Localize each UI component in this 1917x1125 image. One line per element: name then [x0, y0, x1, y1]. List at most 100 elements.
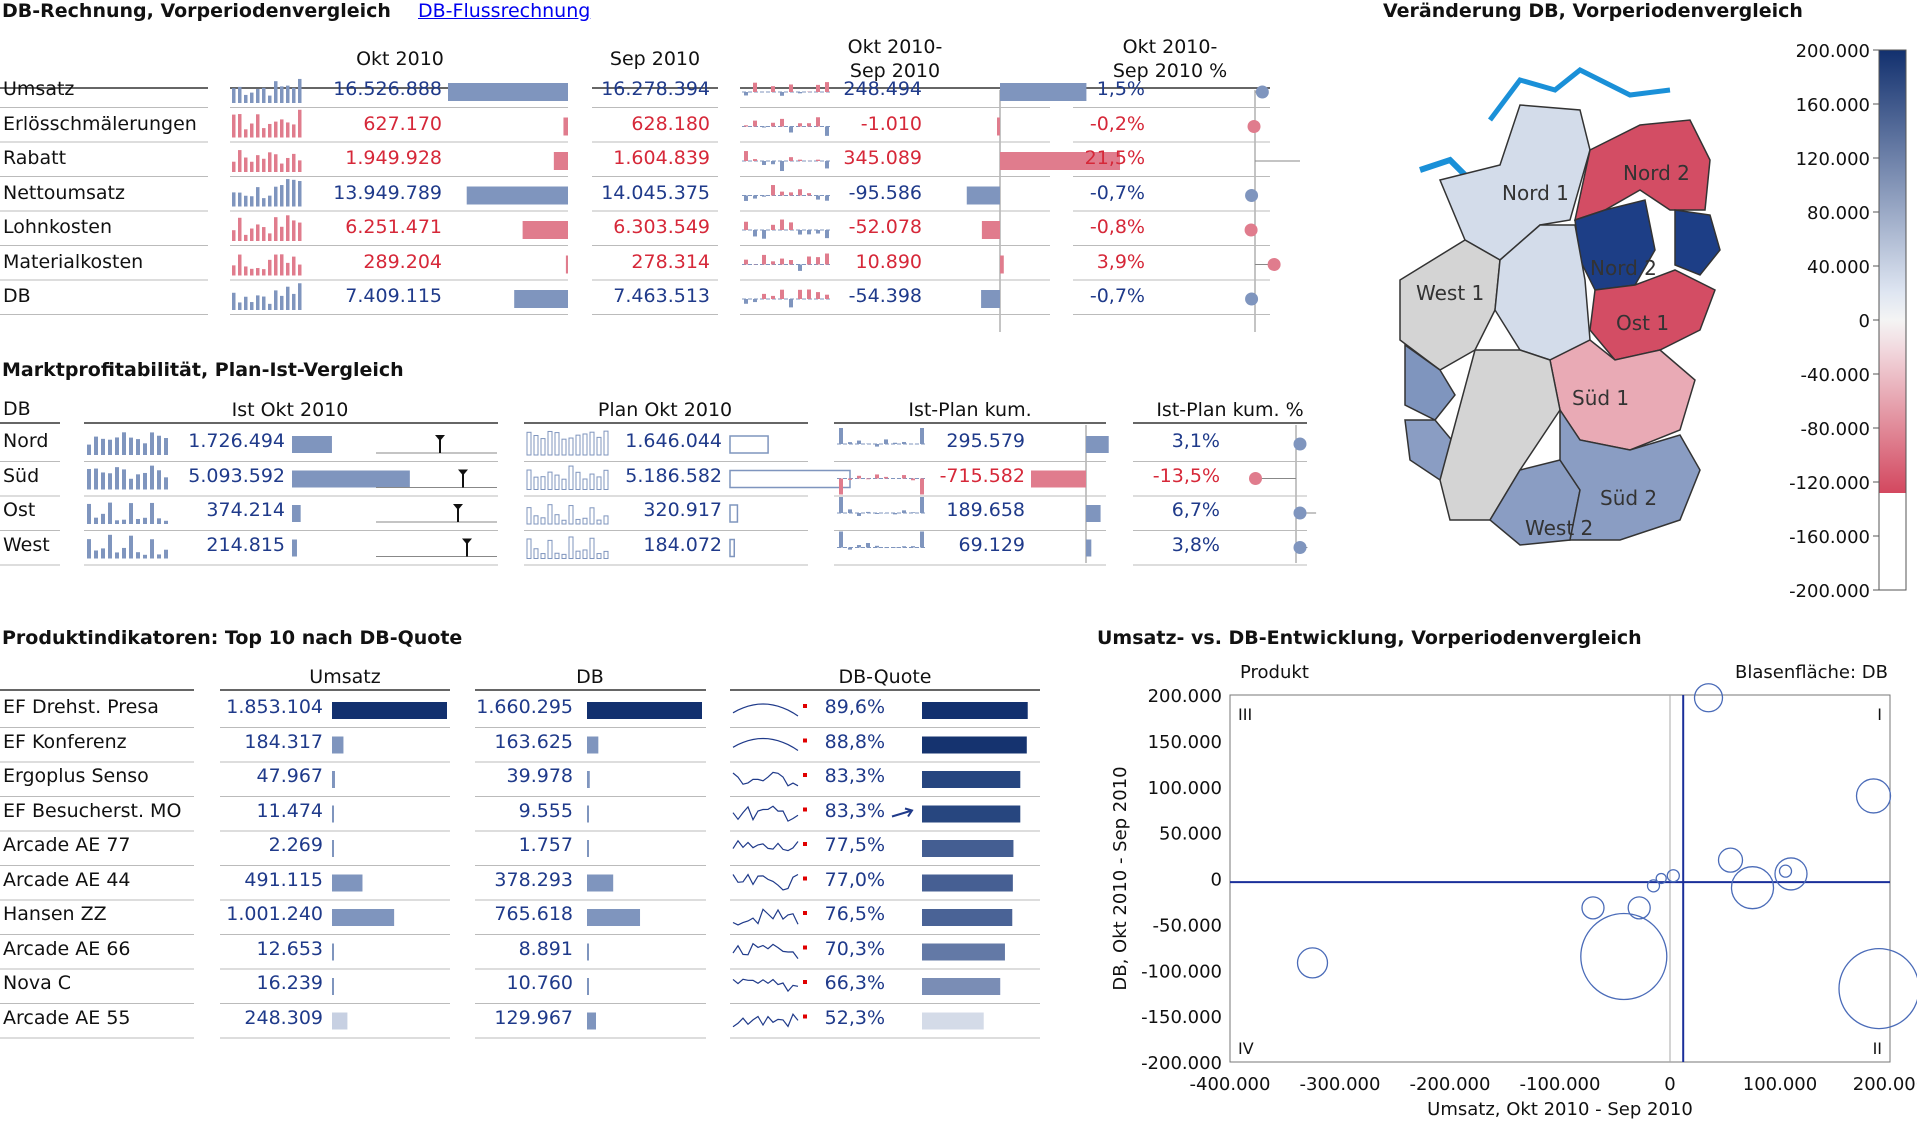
- db-bar: [587, 943, 589, 961]
- pct-value: 21,5%: [1084, 147, 1145, 169]
- spark-diff-column: [875, 545, 879, 548]
- spark-column: [164, 549, 168, 559]
- spark-diff-column: [780, 191, 784, 196]
- db-value: 10.760: [506, 972, 573, 994]
- map-label-nord-1: Nord 1: [1502, 181, 1569, 205]
- map-label-sued-1: Süd 1: [1572, 386, 1629, 410]
- karte-legend: 200.000 160.000 120.000 80.000 40.000 0 -40.00…: [1789, 41, 1907, 602]
- spark-diff-column: [798, 264, 802, 271]
- pct-dot: [1245, 292, 1259, 306]
- quote-bar: [922, 874, 1013, 892]
- quote-sparkline: [732, 703, 799, 717]
- markt-col-db: DB: [3, 398, 31, 420]
- spark-column: [298, 181, 302, 207]
- plot-area: [1229, 694, 1891, 1063]
- bubble: [1296, 947, 1329, 979]
- db-value: 1.660.295: [476, 696, 573, 718]
- spark-column: [250, 302, 254, 310]
- spark-diff-column: [807, 123, 811, 127]
- spark-diff-column: [771, 295, 775, 299]
- spark-diff-column: [839, 497, 843, 513]
- spark-diff-column: [789, 299, 793, 308]
- legend-tick-label: 120.000: [1796, 149, 1870, 170]
- spark-column: [157, 435, 161, 455]
- x-tick-label: 100.000: [1743, 1074, 1817, 1095]
- spark-column: [143, 472, 147, 490]
- spark-column: [94, 517, 98, 524]
- spark-column-outline: [575, 550, 581, 559]
- spark-column: [164, 477, 168, 490]
- okt-bar: [522, 221, 568, 239]
- spark-column-outline: [547, 430, 553, 456]
- spark-column-outline: [554, 514, 560, 525]
- ist-bar: [292, 470, 410, 488]
- spark-diff-column: [816, 195, 820, 200]
- sparkline-marker: [803, 980, 807, 984]
- spark-column: [280, 254, 284, 276]
- spark-column: [256, 268, 260, 276]
- row-label: Arcade AE 66: [3, 937, 131, 960]
- spark-diff-column: [780, 118, 784, 127]
- spark-column: [94, 550, 98, 559]
- spark-column-outline: [603, 515, 609, 525]
- spark-column-outline: [582, 433, 588, 456]
- umsatz-bar: [332, 909, 395, 926]
- plan-bar: [729, 538, 736, 558]
- spark-column-outline: [540, 553, 546, 560]
- spark-column: [268, 152, 272, 172]
- quote-bar: [922, 943, 1005, 961]
- quote-bar: [922, 978, 1001, 995]
- spark-column: [268, 233, 272, 241]
- spark-diff-column: [744, 259, 748, 265]
- db-value: 1.757: [518, 834, 573, 856]
- diff-value: 295.579: [946, 430, 1025, 452]
- spark-column: [164, 438, 168, 455]
- spark-diff-column: [744, 299, 748, 304]
- diff-value: -95.586: [848, 181, 922, 204]
- db-flussrechnung-link[interactable]: DB-Flussrechnung: [418, 0, 591, 22]
- spark-column: [238, 302, 242, 310]
- spark-diff-column: [848, 547, 852, 550]
- pct-value: -0,2%: [1089, 112, 1145, 135]
- spark-column: [232, 230, 236, 241]
- spark-column: [232, 88, 236, 103]
- spark-column-outline: [596, 436, 602, 456]
- spark-column: [87, 444, 91, 455]
- spark-column: [292, 293, 296, 310]
- spark-column-outline: [526, 431, 532, 456]
- plan-bar: [729, 435, 769, 454]
- spark-diff-column: [825, 82, 829, 92]
- region-sued-2: [1559, 407, 1701, 541]
- spark-diff-column: [744, 151, 748, 161]
- col-sep-header: Sep 2010: [609, 48, 701, 70]
- spark-diff-column: [884, 476, 888, 479]
- spark-column: [108, 439, 112, 455]
- spark-diff-column: [875, 474, 879, 479]
- spark-diff-column: [816, 292, 820, 299]
- spark-column: [268, 259, 272, 276]
- sep-value: 16.278.394: [601, 78, 710, 100]
- db-bar: [587, 874, 614, 892]
- db-bar: [587, 1012, 597, 1030]
- umsatz-bar: [332, 702, 447, 719]
- row-label: Nord: [3, 430, 49, 452]
- ist-bar: [292, 505, 301, 522]
- region-ost-1: [1589, 269, 1716, 361]
- spark-column: [274, 121, 278, 138]
- produkt-col-db: DB: [576, 666, 604, 688]
- spark-diff-column: [744, 221, 748, 230]
- spark-column: [286, 122, 290, 138]
- spark-diff-column: [866, 511, 870, 513]
- quote-sparkline: [732, 908, 799, 926]
- umsatz-bar: [332, 874, 363, 892]
- spark-diff-column: [825, 253, 829, 265]
- sep-value: 1.604.839: [613, 147, 710, 169]
- umsatz-bar: [332, 978, 334, 995]
- markt-col-plan: Plan Okt 2010: [597, 399, 733, 421]
- spark-column: [262, 269, 266, 276]
- spark-diff-column: [780, 289, 784, 299]
- spark-diff-column: [920, 497, 924, 513]
- spark-column: [115, 467, 119, 490]
- spark-column: [143, 554, 147, 559]
- spark-column: [274, 290, 278, 310]
